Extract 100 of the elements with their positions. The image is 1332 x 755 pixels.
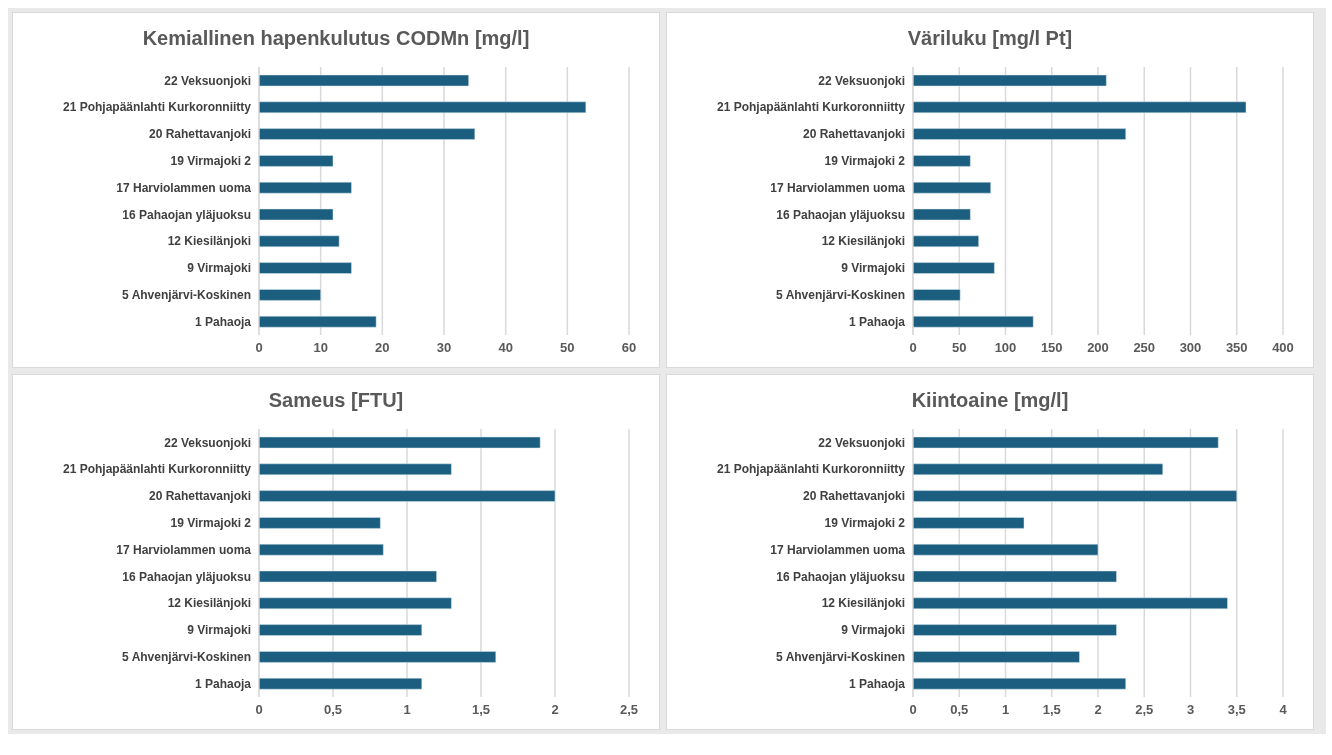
x-tick-label: 2,5 — [619, 702, 639, 718]
bar — [259, 543, 384, 556]
bar — [259, 315, 377, 328]
x-tick-label: 4 — [1279, 702, 1288, 718]
bar — [259, 463, 452, 476]
x-tick-label: 2 — [1094, 702, 1102, 718]
bar — [259, 74, 469, 87]
x-tick-label: 3,5 — [1227, 702, 1246, 718]
bar — [913, 543, 1099, 556]
y-tick-label: 20 Rahettavanjoki — [148, 127, 251, 142]
bar — [913, 128, 1126, 140]
bar — [913, 155, 971, 167]
x-tick-label: 50 — [952, 340, 967, 356]
x-tick-label: 300 — [1179, 340, 1202, 356]
y-tick-label: 21 Pohjapäänlahti Kurkoronniitty — [62, 462, 252, 477]
x-tick-label: 1,5 — [1042, 702, 1061, 718]
y-tick-label: 22 Veksuonjoki — [818, 435, 905, 450]
x-tick-label: 0 — [909, 340, 917, 356]
y-tick-label: 19 Virmajoki 2 — [170, 154, 252, 169]
bar — [259, 490, 556, 502]
y-tick-label: 12 Kiesilänjoki — [167, 234, 251, 249]
bar — [259, 155, 334, 167]
y-tick-label: 9 Virmajoki — [841, 261, 905, 276]
y-tick-label: 5 Ahvenjärvi-Koskinen — [776, 650, 905, 665]
y-tick-label: 12 Kiesilänjoki — [167, 596, 251, 611]
bar — [913, 181, 991, 194]
bar — [913, 597, 1228, 610]
x-tick-label: 400 — [1272, 340, 1294, 356]
bar — [259, 651, 497, 663]
x-tick-label: 1 — [403, 702, 411, 718]
bar — [913, 490, 1237, 502]
y-tick-label: 19 Virmajoki 2 — [824, 516, 906, 531]
y-tick-label: 22 Veksuonjoki — [818, 73, 905, 88]
y-tick-label: 1 Pahaoja — [848, 314, 906, 329]
chart-title: Kiintoaine [mg/l] — [910, 388, 1070, 413]
y-tick-label: 20 Rahettavanjoki — [802, 127, 905, 142]
y-tick-label: 16 Pahaojan yläjuoksu — [122, 207, 251, 222]
bar — [913, 74, 1107, 87]
chart-title: Kemiallinen hapenkulutus CODMn [mg/l] — [141, 26, 531, 51]
x-tick-label: 200 — [1087, 340, 1109, 356]
x-tick-label: 0 — [255, 340, 263, 356]
bar — [913, 624, 1117, 636]
bar — [913, 651, 1080, 663]
bar — [913, 262, 995, 274]
bar — [259, 677, 423, 690]
bar — [259, 597, 452, 610]
y-tick-label: 19 Virmajoki 2 — [824, 154, 906, 169]
y-tick-label: 17 Harviolammen uoma — [116, 542, 252, 557]
y-tick-label: 1 Pahaoja — [848, 676, 906, 691]
y-tick-label: 9 Virmajoki — [187, 261, 251, 276]
bar — [259, 101, 587, 114]
y-tick-label: 21 Pohjapäänlahti Kurkoronniitty — [62, 100, 252, 115]
y-tick-label: 21 Pohjapäänlahti Kurkoronniitty — [716, 100, 906, 115]
x-tick-label: 250 — [1133, 340, 1156, 356]
x-tick-label: 50 — [560, 340, 575, 356]
y-tick-label: 5 Ahvenjärvi-Koskinen — [776, 288, 905, 303]
bar — [913, 463, 1163, 476]
bar — [913, 208, 971, 221]
bar — [259, 624, 423, 636]
x-tick-label: 10 — [313, 340, 328, 356]
bar — [913, 517, 1025, 529]
x-tick-label: 0,5 — [323, 702, 343, 718]
y-tick-label: 1 Pahaoja — [194, 676, 252, 691]
y-tick-label: 20 Rahettavanjoki — [148, 489, 251, 504]
bar — [913, 235, 979, 248]
y-tick-label: 9 Virmajoki — [841, 623, 905, 638]
chart-title: Väriluku [mg/l Pt] — [906, 26, 1074, 51]
bar — [259, 208, 334, 221]
y-tick-label: 5 Ahvenjärvi-Koskinen — [122, 650, 251, 665]
bar — [259, 262, 352, 274]
x-tick-label: 150 — [1040, 340, 1063, 356]
x-tick-label: 0 — [255, 702, 263, 718]
chart-title: Sameus [FTU] — [267, 388, 405, 413]
bar — [259, 181, 352, 194]
bar — [259, 235, 340, 248]
x-tick-label: 1 — [1001, 702, 1010, 718]
x-tick-label: 3 — [1186, 702, 1195, 718]
bar — [913, 570, 1117, 583]
bar — [913, 289, 961, 301]
x-tick-label: 100 — [994, 340, 1017, 356]
y-tick-label: 22 Veksuonjoki — [164, 435, 251, 450]
y-tick-label: 16 Pahaojan yläjuoksu — [776, 569, 905, 584]
x-tick-label: 0 — [909, 702, 917, 718]
y-tick-label: 5 Ahvenjärvi-Koskinen — [122, 288, 251, 303]
x-tick-label: 2,5 — [1135, 702, 1154, 718]
x-tick-label: 20 — [375, 340, 390, 356]
bar — [913, 677, 1126, 690]
bar — [913, 436, 1219, 449]
bar — [259, 436, 541, 449]
x-tick-label: 30 — [436, 340, 452, 356]
y-tick-label: 22 Veksuonjoki — [164, 73, 251, 88]
bar — [913, 315, 1034, 328]
x-tick-label: 60 — [621, 340, 637, 356]
y-tick-label: 17 Harviolammen uoma — [116, 180, 252, 195]
y-tick-label: 16 Pahaojan yläjuoksu — [122, 569, 251, 584]
x-tick-label: 40 — [498, 340, 513, 356]
bar — [259, 517, 381, 529]
y-tick-label: 12 Kiesilänjoki — [821, 234, 905, 249]
x-tick-label: 2 — [551, 702, 559, 718]
y-tick-label: 9 Virmajoki — [187, 623, 251, 638]
